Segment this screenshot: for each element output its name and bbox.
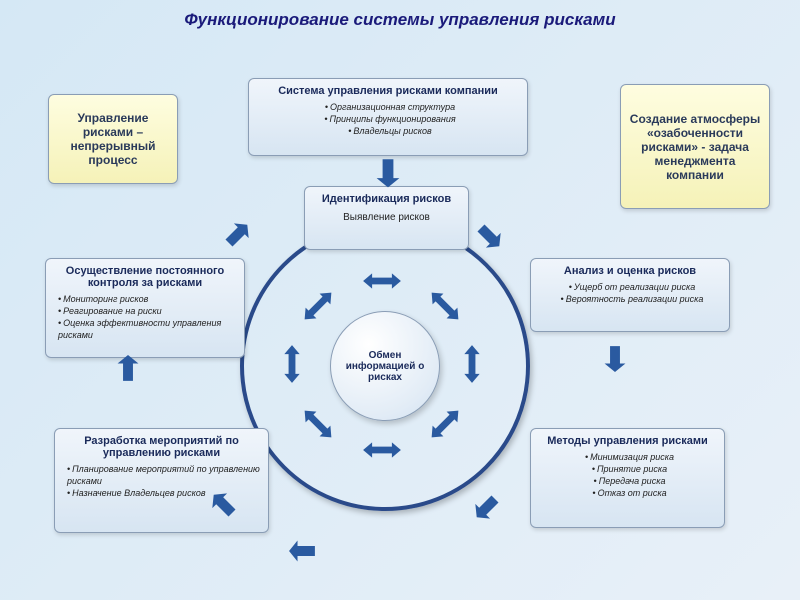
- develop-b1: Назначение Владельцев рисков: [67, 487, 260, 499]
- analysis-b0: Ущерб от реализации риска: [543, 281, 721, 293]
- monitor-b2: Оценка эффективности управления рисками: [58, 317, 236, 341]
- identification-box: Идентификация рисков Выявление рисков: [304, 186, 469, 250]
- top-bullet-2: Владельцы рисков: [261, 125, 519, 137]
- top-bullet-1: Принципы функционирования: [261, 113, 519, 125]
- yellow-right-box: Создание атмосферы «озабоченности рискам…: [620, 84, 770, 209]
- top-system-bullets: Организационная структура Принципы функц…: [257, 101, 519, 137]
- analysis-title: Анализ и оценка рисков: [539, 265, 721, 277]
- monitor-b1: Реагирование на риски: [58, 305, 236, 317]
- develop-b0: Планирование мероприятий по управлению р…: [67, 463, 260, 487]
- analysis-box: Анализ и оценка рисков Ущерб от реализац…: [530, 258, 730, 332]
- monitor-bullets: Мониторинг рисков Реагирование на риски …: [54, 293, 236, 342]
- methods-b0: Минимизация риска: [543, 451, 716, 463]
- yellow-left-text: Управление рисками – непрерывный процесс: [57, 111, 169, 167]
- top-bullet-0: Организационная структура: [261, 101, 519, 113]
- identification-sub: Выявление рисков: [313, 211, 460, 225]
- develop-title: Разработка мероприятий по управлению рис…: [63, 435, 260, 459]
- monitor-box: Осуществление постоянного контроля за ри…: [45, 258, 245, 358]
- center-circle-label: Обмен информацией о рисках: [339, 350, 431, 383]
- diagram-stage: Обмен информацией о рисках Управление ри…: [0, 36, 800, 596]
- methods-box: Методы управления рисками Минимизация ри…: [530, 428, 725, 528]
- develop-box: Разработка мероприятий по управлению рис…: [54, 428, 269, 533]
- develop-bullets: Планирование мероприятий по управлению р…: [63, 463, 260, 499]
- analysis-bullets: Ущерб от реализации риска Вероятность ре…: [539, 281, 721, 305]
- monitor-title: Осуществление постоянного контроля за ри…: [54, 265, 236, 289]
- top-system-box: Система управления рисками компании Орга…: [248, 78, 528, 156]
- methods-bullets: Минимизация риска Принятие риска Передач…: [539, 451, 716, 500]
- top-system-title: Система управления рисками компании: [257, 85, 519, 97]
- yellow-right-text: Создание атмосферы «озабоченности рискам…: [629, 112, 761, 182]
- analysis-b1: Вероятность реализации риска: [543, 293, 721, 305]
- methods-b1: Принятие риска: [543, 463, 716, 475]
- yellow-left-box: Управление рисками – непрерывный процесс: [48, 94, 178, 184]
- methods-b2: Передача риска: [543, 475, 716, 487]
- page-title: Функционирование системы управления риск…: [0, 0, 800, 36]
- center-circle: Обмен информацией о рисках: [330, 311, 440, 421]
- monitor-b0: Мониторинг рисков: [58, 293, 236, 305]
- methods-b3: Отказ от риска: [543, 487, 716, 499]
- identification-title: Идентификация рисков: [313, 193, 460, 205]
- methods-title: Методы управления рисками: [539, 435, 716, 447]
